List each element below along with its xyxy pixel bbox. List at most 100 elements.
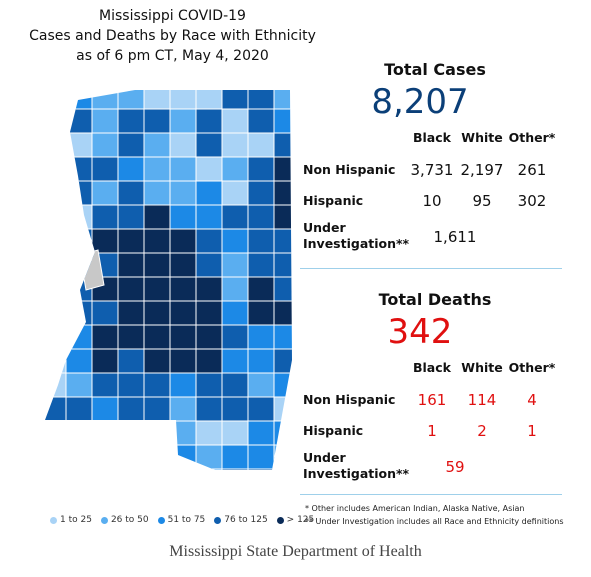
cell-value: 1,611 xyxy=(433,228,477,246)
total: 342 xyxy=(387,312,453,352)
county xyxy=(247,300,275,326)
county xyxy=(221,204,249,230)
county xyxy=(91,228,119,254)
section-title: Total Cases xyxy=(384,60,486,79)
county xyxy=(273,468,292,470)
county xyxy=(273,372,292,398)
county xyxy=(65,348,93,374)
county xyxy=(65,132,93,158)
cell-value: 302 xyxy=(517,192,547,210)
column-header: Other* xyxy=(508,130,556,145)
county xyxy=(195,156,223,182)
county xyxy=(143,444,171,470)
county xyxy=(45,228,67,254)
county xyxy=(143,348,171,374)
county xyxy=(221,180,249,206)
county xyxy=(117,348,145,374)
county xyxy=(143,300,171,326)
county xyxy=(273,300,292,326)
county xyxy=(247,396,275,422)
county xyxy=(117,300,145,326)
county xyxy=(117,90,145,110)
county xyxy=(195,444,223,470)
county xyxy=(221,90,249,110)
county xyxy=(247,90,275,110)
row-label: Hispanic xyxy=(303,193,364,208)
legend-swatch xyxy=(214,516,222,524)
county xyxy=(221,276,249,302)
county xyxy=(45,90,67,110)
county xyxy=(273,276,292,302)
county xyxy=(195,252,223,278)
county xyxy=(45,132,67,158)
county xyxy=(195,396,223,422)
county xyxy=(91,132,119,158)
row-label: Hispanic xyxy=(303,423,364,438)
county xyxy=(117,204,145,230)
county xyxy=(65,90,93,110)
county xyxy=(169,420,197,446)
legend-swatch xyxy=(100,516,108,524)
county xyxy=(91,348,119,374)
county xyxy=(117,276,145,302)
county xyxy=(143,180,171,206)
county xyxy=(143,252,171,278)
county xyxy=(195,180,223,206)
map-legend: 1 to 25 26 to 50 51 to 75 76 to 125 > 125 xyxy=(50,515,314,525)
county xyxy=(45,372,67,398)
county xyxy=(65,444,93,470)
county xyxy=(117,156,145,182)
county xyxy=(247,372,275,398)
county xyxy=(45,180,67,206)
county xyxy=(143,372,171,398)
county xyxy=(65,300,93,326)
county xyxy=(221,324,249,350)
county xyxy=(65,396,93,422)
county xyxy=(169,132,197,158)
county xyxy=(221,300,249,326)
county xyxy=(195,228,223,254)
county xyxy=(45,204,67,230)
county xyxy=(45,324,67,350)
section-title: Total Deaths xyxy=(378,290,492,309)
county xyxy=(143,396,171,422)
cell-value: 114 xyxy=(467,391,497,409)
divider xyxy=(300,494,562,495)
county xyxy=(117,252,145,278)
county xyxy=(91,468,119,470)
county xyxy=(169,156,197,182)
county xyxy=(221,252,249,278)
county xyxy=(143,108,171,134)
county xyxy=(65,420,93,446)
county xyxy=(221,444,249,470)
cell-value: 3,731 xyxy=(410,161,454,179)
legend-label: 76 to 125 xyxy=(224,515,268,525)
legend-label: 1 to 25 xyxy=(60,515,92,525)
cell-value: 1 xyxy=(527,422,537,440)
county xyxy=(273,324,292,350)
cell-value: 1 xyxy=(427,422,437,440)
legend-item: > 125 xyxy=(276,515,315,525)
county xyxy=(169,372,197,398)
legend-swatch xyxy=(276,516,284,524)
county xyxy=(143,228,171,254)
county xyxy=(143,276,171,302)
county xyxy=(45,468,67,470)
county xyxy=(195,108,223,134)
county xyxy=(169,252,197,278)
county xyxy=(221,396,249,422)
county xyxy=(143,324,171,350)
county xyxy=(195,204,223,230)
county xyxy=(273,252,292,278)
county xyxy=(195,132,223,158)
county xyxy=(221,156,249,182)
county xyxy=(45,348,67,374)
county xyxy=(273,156,292,182)
county xyxy=(247,156,275,182)
map xyxy=(45,90,292,470)
county xyxy=(221,468,249,470)
county xyxy=(273,228,292,254)
county xyxy=(247,468,275,470)
county xyxy=(169,276,197,302)
legend-label: > 125 xyxy=(286,515,315,525)
